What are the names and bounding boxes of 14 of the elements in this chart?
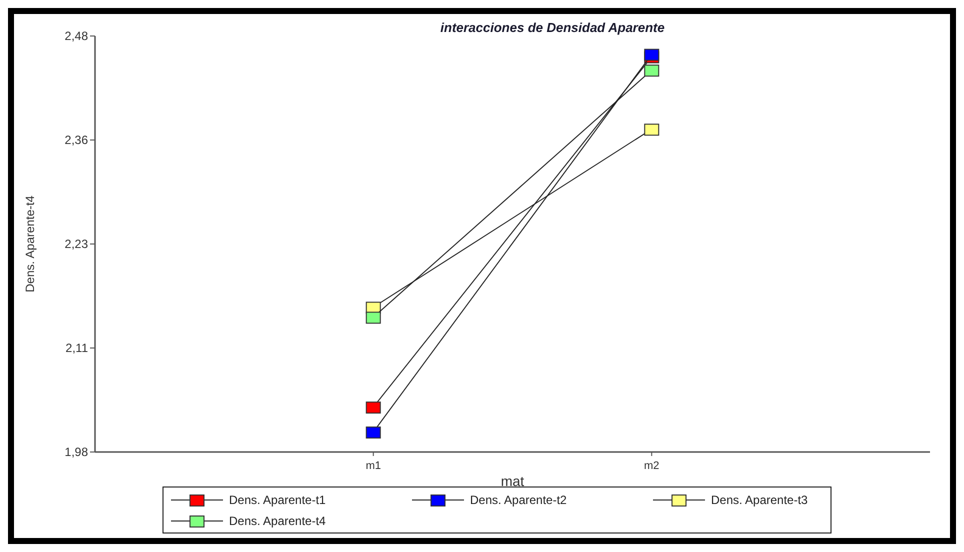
legend-label: Dens. Aparente-t2	[470, 493, 568, 507]
legend-label: Dens. Aparente-t3	[711, 493, 808, 507]
y-tick-label: 2,48	[64, 29, 88, 43]
y-axis-title: Dens. Aparente-t4	[23, 195, 37, 292]
y-tick-label: 2,36	[64, 133, 88, 147]
legend-label: Dens. Aparente-t4	[229, 514, 326, 528]
x-axis-title: mat	[500, 473, 524, 489]
y-tick-label: 2,23	[64, 237, 88, 251]
y-tick-label: 2,11	[66, 341, 88, 355]
legend-label: Dens. Aparente-t1	[229, 493, 326, 507]
y-tick-label: 1,98	[64, 445, 88, 459]
chart-title: interacciones de Densidad Aparente	[440, 20, 665, 35]
x-tick-label: m1	[366, 460, 381, 472]
x-tick-label: m2	[644, 460, 660, 472]
